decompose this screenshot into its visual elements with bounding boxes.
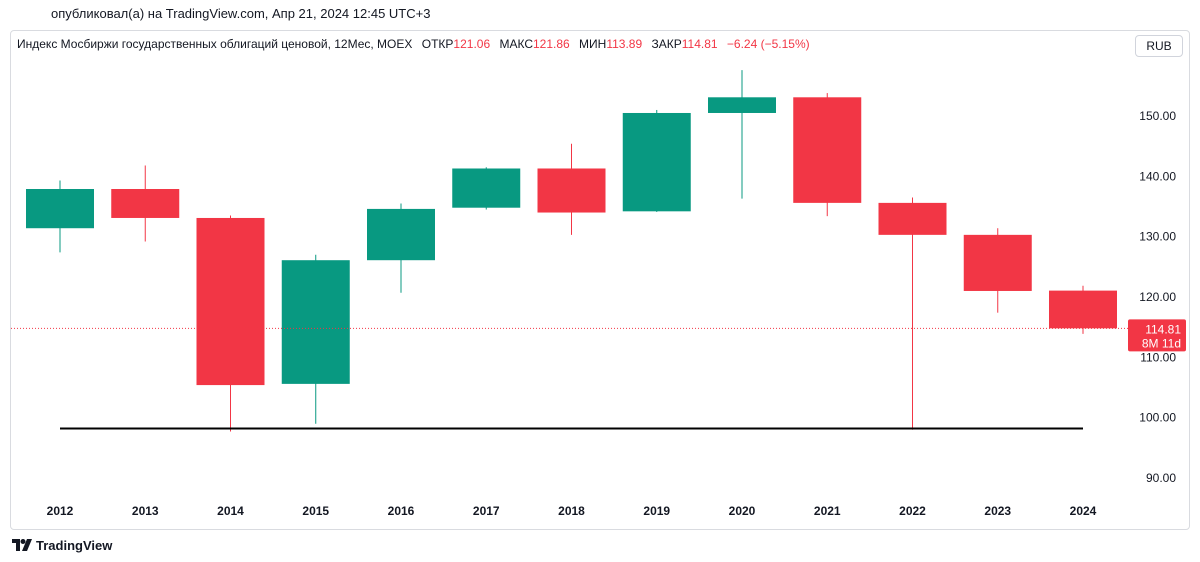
candles-layer	[26, 70, 1117, 432]
y-tick-label: 110.00	[1140, 350, 1176, 364]
y-tick-label: 90.00	[1146, 471, 1176, 485]
y-tick-label: 150.00	[1139, 109, 1176, 123]
tradingview-logo-icon	[12, 539, 32, 551]
currency-button[interactable]: RUB	[1135, 35, 1183, 57]
candle-body-2019[interactable]	[622, 112, 691, 212]
candle-body-2018[interactable]	[537, 168, 606, 213]
y-tick-label: 140.00	[1139, 169, 1176, 183]
candle-body-2013[interactable]	[111, 189, 180, 218]
x-tick-label: 2020	[729, 504, 756, 518]
x-tick-label: 2022	[899, 504, 926, 518]
legend-low-label: МИН	[579, 37, 607, 51]
y-tick-label: 120.00	[1139, 290, 1176, 304]
x-tick-label: 2014	[217, 504, 244, 518]
candle-body-2016[interactable]	[367, 208, 435, 261]
x-tick-label: 2015	[302, 504, 329, 518]
legend-close-value: 114.81	[681, 37, 718, 51]
legend-change: −6.24 (−5.15%)	[726, 37, 810, 51]
candle-body-2012[interactable]	[26, 189, 94, 229]
y-tick-label: 100.00	[1139, 411, 1176, 425]
last-price-tag-background	[1128, 319, 1186, 352]
price-axis[interactable]: 90.00 100.00 110.00 120.00 130.00 140.00 150.0…	[1139, 109, 1176, 485]
candle-body-2017[interactable]	[452, 168, 521, 208]
x-tick-label: 2012	[47, 504, 74, 518]
candle-body-2024[interactable]	[1049, 290, 1117, 329]
legend-high-value: 121.86	[533, 37, 570, 51]
x-tick-label: 2017	[473, 504, 500, 518]
time-axis[interactable]: 2012 2013 2014 2015 2016 2017 2018 2019 2020 2021…	[47, 504, 1097, 518]
x-tick-label: 2024	[1070, 504, 1097, 518]
legend-high-label: МАКС	[499, 37, 533, 51]
publisher-line: опубликовал(а) на TradingView.com, Апр 2…	[51, 6, 431, 21]
tradingview-brand-text: TradingView	[36, 537, 113, 553]
last-price-tag-price: 114.81	[1145, 322, 1181, 336]
candle-body-2014[interactable]	[196, 217, 265, 386]
candle-body-2015[interactable]	[281, 260, 350, 384]
candle-body-2023[interactable]	[963, 234, 1032, 291]
x-tick-label: 2016	[388, 504, 415, 518]
legend-symbol: Индекс Мосбиржи государственных облигаци…	[17, 37, 413, 51]
legend-open-value: 121.06	[453, 37, 491, 51]
candle-body-2021[interactable]	[793, 97, 862, 203]
x-tick-label: 2023	[984, 504, 1011, 518]
legend-open-label: ОТКР	[421, 37, 454, 51]
legend-low-value: 113.89	[606, 37, 643, 51]
chart-frame	[10, 30, 1190, 530]
tradingview-brand[interactable]: TradingView	[12, 536, 112, 554]
x-tick-label: 2018	[558, 504, 585, 518]
chart-legend: Индекс Мосбиржи государственных облигаци…	[17, 37, 810, 51]
legend-close-label: ЗАКР	[651, 37, 682, 51]
x-tick-label: 2013	[132, 504, 159, 518]
x-tick-label: 2021	[814, 504, 841, 518]
last-price-tag: 114.81 8M 11d	[1128, 319, 1186, 352]
x-tick-label: 2019	[643, 504, 670, 518]
y-tick-label: 130.00	[1139, 230, 1176, 244]
candle-body-2022[interactable]	[878, 202, 947, 235]
last-price-tag-countdown: 8M 11d	[1142, 336, 1181, 350]
candle-body-2020[interactable]	[708, 97, 776, 113]
